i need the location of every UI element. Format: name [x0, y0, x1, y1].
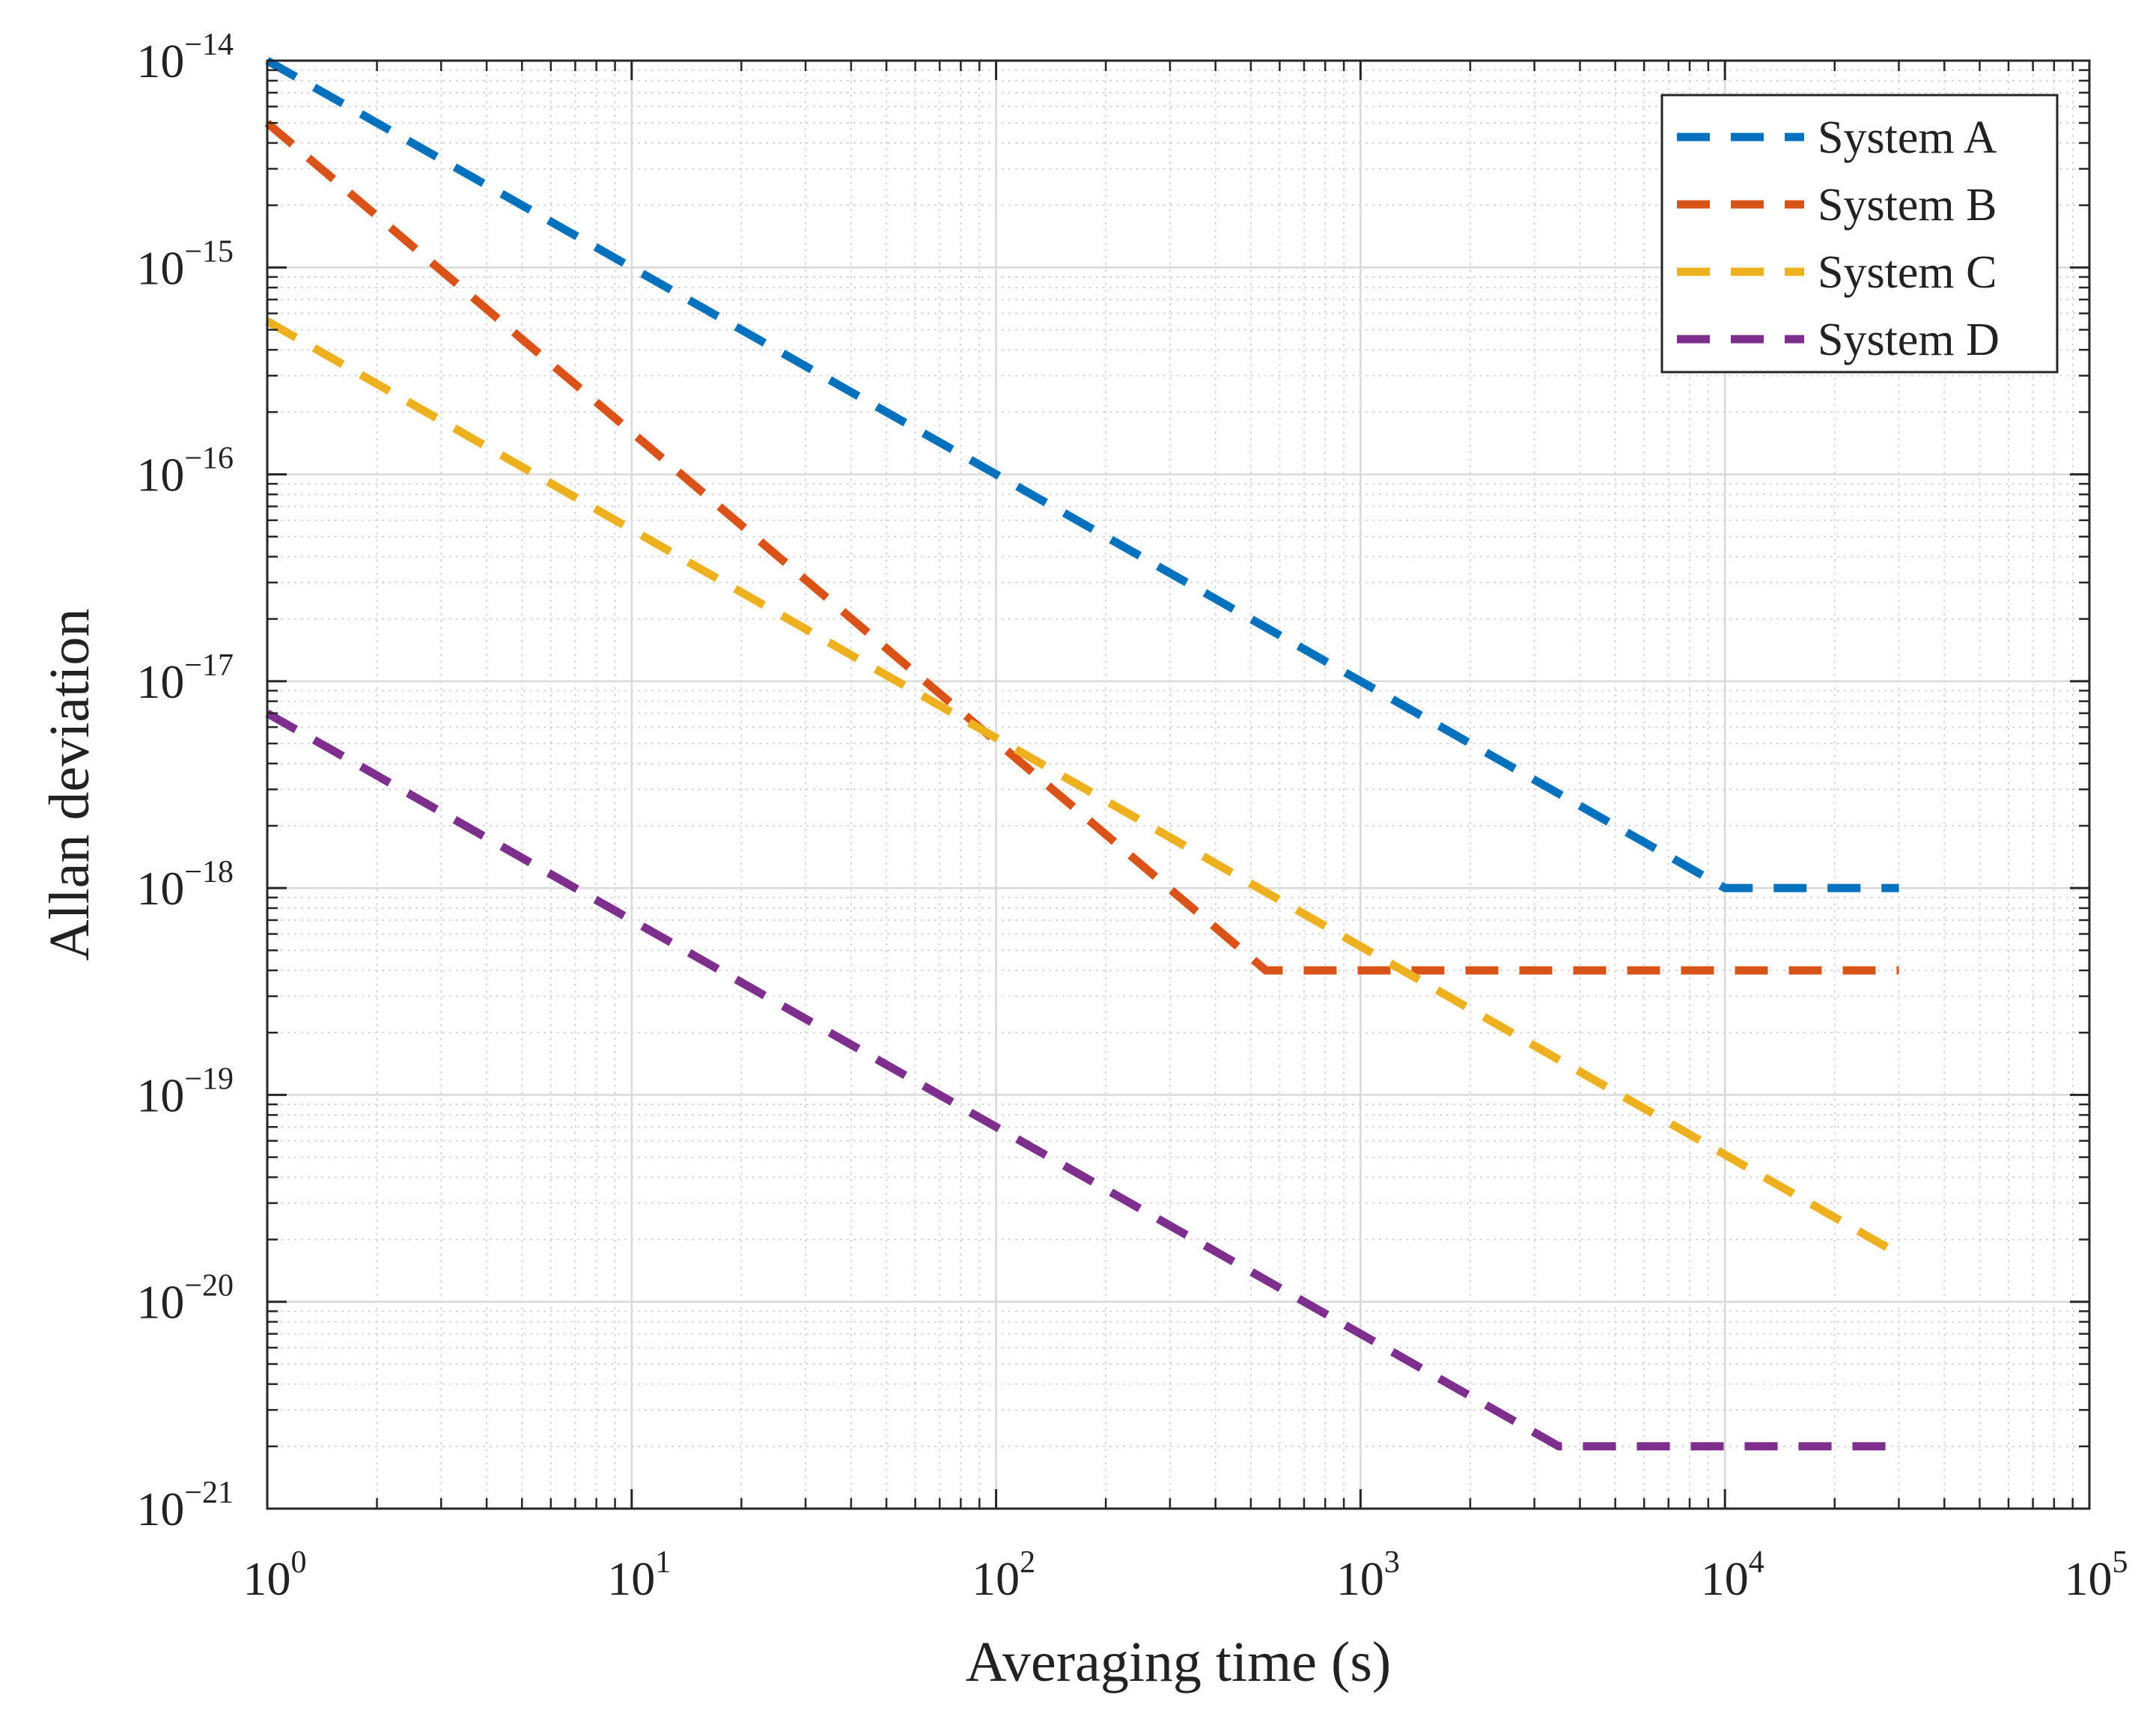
- series-line: [265, 57, 1899, 892]
- y-tick-label: 10−15: [136, 234, 234, 294]
- x-axis-label: Averaging time (s): [966, 1631, 1391, 1694]
- legend-label: System B: [1818, 180, 1997, 231]
- x-tick-labels: 100 101 102 103 104 105: [243, 1545, 2128, 1605]
- y-axis-label: Allan deviation: [38, 609, 101, 961]
- legend-box: [1660, 94, 2059, 374]
- y-tick-labels: 10−14 10−15 10−16 10−17 10−18 10−19 10−20 10−21: [136, 28, 234, 1536]
- series-line: [264, 120, 1899, 975]
- y-tick-label: 10−14: [136, 28, 234, 88]
- legend-label: System C: [1818, 247, 1997, 298]
- series-line: [265, 317, 1901, 1258]
- legend: System A System B System C System D: [1660, 94, 2059, 374]
- y-tick-label: 10−18: [136, 855, 234, 915]
- minor-grid: [267, 61, 2089, 1509]
- y-tick-label: 10−16: [136, 442, 234, 502]
- x-tick-label: 103: [1336, 1545, 1400, 1605]
- legend-label: System D: [1818, 314, 2000, 365]
- ticks-layer: [266, 59, 2091, 1510]
- x-tick-label: 105: [2065, 1545, 2128, 1605]
- x-tick-label: 102: [972, 1545, 1035, 1605]
- series-layer: [264, 57, 1901, 1451]
- y-tick-label: 10−17: [136, 648, 234, 708]
- legend-label: System A: [1818, 112, 1997, 163]
- x-tick-label: 100: [243, 1545, 307, 1605]
- y-tick-label: 10−19: [136, 1062, 234, 1122]
- y-tick-label: 10−20: [136, 1269, 234, 1329]
- series-line: [265, 709, 1899, 1451]
- plot-frame: [266, 59, 2091, 1510]
- x-tick-label: 101: [607, 1545, 671, 1605]
- x-tick-label: 104: [1701, 1545, 1764, 1605]
- y-tick-label: 10−21: [136, 1476, 234, 1536]
